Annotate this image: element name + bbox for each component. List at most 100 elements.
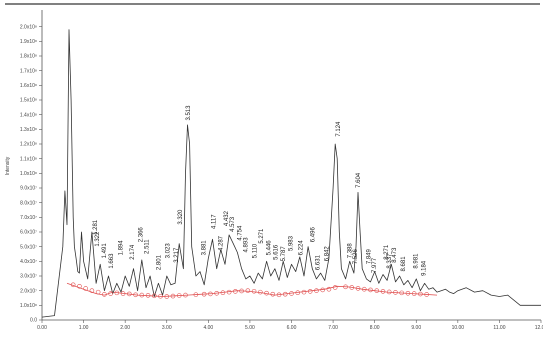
- peak-label: 1.894: [119, 240, 125, 256]
- y-tick-label: 0.0: [30, 318, 37, 324]
- peak-label: 4.432: [224, 210, 230, 226]
- baseline-marker: [349, 285, 355, 290]
- peak-label: 7.977: [372, 257, 378, 273]
- baseline-marker: [201, 291, 207, 297]
- baseline-marker: [83, 286, 88, 291]
- peak-label: 3.217: [174, 247, 180, 263]
- baseline-marker: [208, 291, 213, 297]
- y-tick-label: 1.0x10⁸: [20, 171, 37, 177]
- peak-label: 7.604: [356, 172, 362, 188]
- series-line: [41, 29, 541, 318]
- baseline-marker: [114, 290, 120, 296]
- x-tick-label: 6.00: [287, 325, 297, 331]
- peak-label: 1.491: [102, 243, 108, 259]
- baseline-marker: [251, 288, 257, 294]
- y-tick-label: 5.0x10⁷: [20, 244, 37, 250]
- baseline-marker: [374, 288, 380, 293]
- baseline-marker: [399, 290, 404, 296]
- y-tick-label: 1.2x10⁸: [20, 142, 37, 148]
- baseline-marker: [264, 290, 269, 296]
- peak-label: 8.271: [384, 244, 390, 260]
- baseline-marker: [77, 283, 82, 289]
- baseline-marker: [133, 292, 138, 298]
- y-tick-label: 1.7x10⁸: [20, 68, 37, 74]
- baseline-marker: [226, 289, 232, 295]
- peak-label: 6.496: [310, 227, 316, 243]
- y-tick-label: 2.0x10⁸: [20, 24, 37, 30]
- baseline-marker: [214, 291, 219, 296]
- baseline-marker: [127, 291, 132, 297]
- peak-label: 5.983: [289, 235, 295, 251]
- baseline-marker: [368, 287, 373, 293]
- baseline-marker: [139, 292, 145, 298]
- baseline-marker: [170, 293, 176, 299]
- peak-label: 4.287: [218, 235, 224, 251]
- x-tick-label: 2.00: [120, 325, 130, 331]
- y-axis-title: Intensity: [5, 156, 11, 175]
- peak-label: 6.224: [299, 240, 305, 256]
- y-tick-label: 1.6x10⁸: [20, 83, 37, 89]
- baseline-marker: [270, 291, 276, 297]
- x-tick-label: 12.00: [535, 325, 543, 331]
- baseline-marker: [120, 291, 126, 296]
- y-tick-label: 8.0x10⁷: [20, 200, 37, 206]
- peak-label: 3.881: [201, 240, 207, 256]
- baseline-marker: [276, 292, 282, 298]
- baseline-marker: [343, 284, 348, 290]
- baseline-marker: [295, 290, 301, 296]
- peak-label: 1.322: [95, 231, 101, 247]
- y-tick-label: 1.1x10⁸: [20, 156, 37, 162]
- baseline-marker: [301, 289, 307, 295]
- peak-label: 7.124: [336, 121, 342, 137]
- baseline-marker: [393, 290, 398, 295]
- peak-label: 2.174: [130, 244, 136, 260]
- y-tick-label: 9.0x10⁷: [20, 186, 37, 192]
- peak-label: 8.681: [401, 256, 407, 272]
- peak-label: 5.446: [267, 240, 273, 256]
- baseline-marker: [314, 288, 319, 293]
- peak-label: 5.110: [253, 243, 259, 258]
- baseline-marker: [183, 292, 188, 298]
- y-tick-label: 4.0x10⁷: [20, 259, 37, 265]
- peak-label: 8.981: [413, 253, 419, 269]
- baseline-marker: [151, 293, 157, 299]
- y-tick-label: 1.3x10⁸: [20, 127, 37, 133]
- baseline-marker: [355, 286, 361, 291]
- peak-label: 4.573: [230, 216, 236, 232]
- peak-label: 8.473: [392, 247, 398, 263]
- x-tick-label: 9.00: [411, 325, 421, 331]
- y-tick-label: 7.0x10⁷: [20, 215, 37, 221]
- series-layer: [41, 29, 541, 318]
- x-tick-label: 1.00: [79, 325, 89, 331]
- peak-label: 7.849: [366, 248, 372, 264]
- baseline-marker: [258, 289, 263, 295]
- baseline-marker: [307, 289, 313, 294]
- x-tick-label: 8.00: [370, 325, 380, 331]
- x-tick-label: 3.00: [162, 325, 172, 331]
- x-tick-label: 5.00: [245, 325, 255, 331]
- baseline-marker: [245, 288, 251, 293]
- y-tick-label: 1.9x10⁸: [20, 39, 37, 45]
- baseline-marker: [70, 282, 76, 288]
- peak-label: 6.842: [324, 246, 330, 262]
- peak-label: 2.801: [156, 254, 162, 270]
- baseline-marker: [89, 288, 95, 293]
- baseline-marker: [380, 289, 386, 294]
- y-tick-label: 2.0x10⁷: [20, 288, 37, 294]
- peak-label: 4.893: [243, 237, 249, 253]
- peak-label: 8.337: [387, 253, 393, 269]
- baseline-marker: [282, 291, 288, 297]
- peak-label: 4.754: [238, 225, 244, 241]
- y-tick-label: 1.4x10⁸: [20, 112, 37, 118]
- peak-label: 6.631: [316, 254, 322, 270]
- y-tick-label: 3.0x10⁷: [20, 274, 37, 280]
- baseline-marker: [418, 291, 423, 297]
- baseline-marker: [386, 289, 392, 295]
- baseline-marker: [158, 293, 163, 299]
- peak-marker-layer: [70, 282, 429, 299]
- peak-label: 2.366: [139, 227, 145, 243]
- peak-label: 5.616: [274, 244, 280, 260]
- x-axis-ticks: 0.00 1.00 2.00 3.00 4.00 5.00 6.00 7.00 8.00 9.00…: [37, 320, 543, 331]
- y-tick-label: 1.0x10⁸: [20, 303, 37, 309]
